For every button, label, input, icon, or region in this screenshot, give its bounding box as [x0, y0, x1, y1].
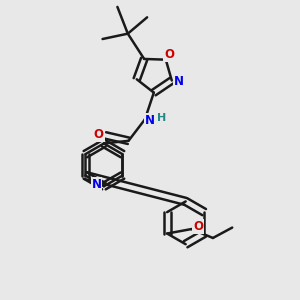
Text: N: N	[174, 75, 184, 88]
Text: N: N	[145, 114, 155, 128]
Text: O: O	[193, 220, 203, 233]
Text: O: O	[94, 128, 104, 141]
Text: H: H	[157, 113, 166, 123]
Text: N: N	[92, 178, 101, 191]
Text: O: O	[164, 48, 174, 61]
